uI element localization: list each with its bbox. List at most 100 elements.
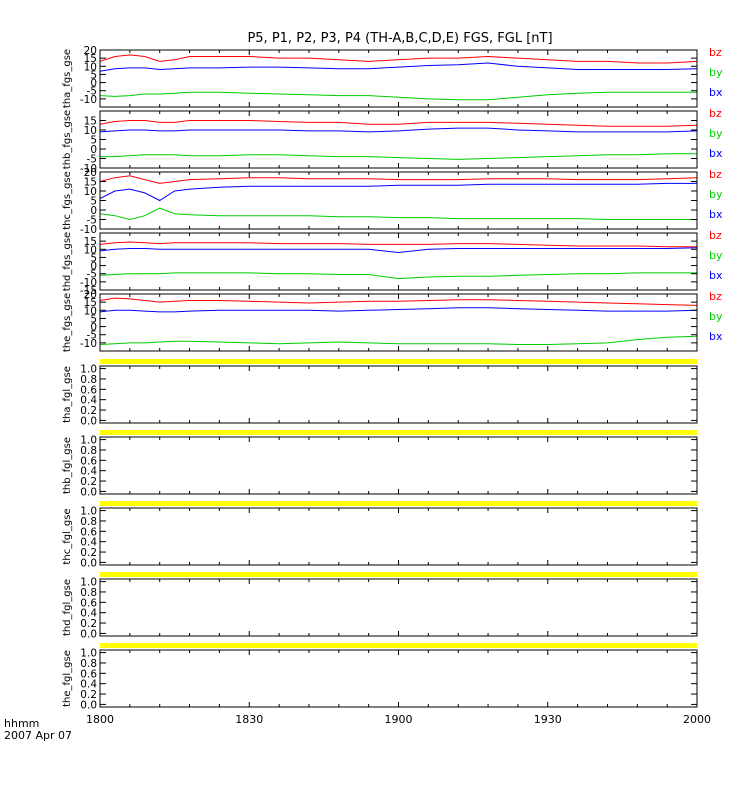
y-tick-label: 0.0 [80, 557, 97, 569]
y-tick-label: 0.4 [80, 395, 97, 407]
legend-bx: bx [709, 147, 723, 160]
y-tick-label: -5 [87, 86, 97, 98]
y-tick-label: 0.0 [80, 415, 97, 427]
y-tick-label: 15 [84, 236, 97, 248]
y-tick-label: 5 [90, 135, 97, 147]
x-tick-label: 1800 [86, 713, 114, 726]
series-by [99, 207, 697, 221]
series-bx [99, 247, 698, 254]
series-bx [99, 182, 697, 202]
y-tick-label: 0.4 [80, 466, 97, 478]
y-tick-label: 0 [90, 78, 97, 90]
y-tick-label: 1.0 [80, 577, 97, 589]
legend-by: by [709, 310, 723, 323]
panel-frame [99, 232, 698, 291]
series-bx [99, 307, 698, 313]
x-axis: 1800 1830 1900 1930 2000 [86, 713, 711, 726]
y-axis-label: thc_fgl_gse [62, 508, 73, 564]
y-tick-label: 5 [90, 196, 97, 208]
series-bz [99, 54, 698, 64]
y-tick-label: 5 [90, 69, 97, 81]
series-bx [99, 62, 698, 72]
legend-bz: bz [709, 46, 722, 59]
y-tick-label: -10 [80, 163, 97, 175]
y-tick-label: 1.0 [80, 506, 97, 518]
y-tick-label: 20 [84, 289, 97, 301]
x-axis-label-line2: 2007 Apr 07 [4, 729, 72, 742]
y-tick-label: -10 [80, 338, 97, 350]
panel-frame [99, 436, 698, 495]
panel-frame [99, 365, 698, 424]
y-tick-label: 20 [84, 167, 97, 179]
series-bz [99, 241, 697, 248]
legend-by: by [709, 188, 723, 201]
y-tick-label: 0.8 [80, 445, 97, 457]
y-tick-label: 1.0 [80, 648, 97, 660]
figure-title: P5, P1, P2, P3, P4 (TH-A,B,C,D,E) FGS, F… [247, 31, 552, 46]
y-tick-label: 0.4 [80, 608, 97, 620]
series-bz [99, 175, 698, 184]
y-tick-label: 0.0 [80, 628, 97, 640]
legend-by: by [709, 127, 723, 140]
y-tick-label: 15 [84, 297, 97, 309]
y-tick-label: 0.8 [80, 587, 97, 599]
panel-frame [99, 578, 698, 637]
y-tick-label: -5 [87, 154, 97, 166]
y-axis-label: tha_fgs_gse [62, 49, 73, 108]
x-axis-label-line1: hhmm [4, 717, 39, 730]
y-tick-label: 0.6 [80, 455, 97, 467]
y-tick-label: 10 [84, 244, 97, 256]
y-tick-label: 0.6 [80, 384, 97, 396]
series-bz [99, 120, 698, 127]
series-by [99, 272, 697, 280]
y-tick-label: 0.2 [80, 476, 97, 488]
panel-frame [99, 507, 698, 566]
legend-bx: bx [709, 86, 723, 99]
y-tick-label: 10 [84, 61, 97, 73]
legend-bx: bx [709, 269, 723, 282]
fgl-band [100, 501, 697, 506]
fgl-band [100, 572, 697, 577]
y-axis-label: thc_fgs_gse [62, 171, 73, 230]
y-tick-label: 0.4 [80, 537, 97, 549]
y-tick-label: 0 [90, 144, 97, 156]
y-axis-label: tha_fgl_gse [62, 366, 73, 423]
panel-frame [99, 649, 698, 708]
series-bx [99, 127, 698, 133]
legend-by: by [709, 66, 723, 79]
series-bz [99, 297, 698, 306]
y-tick-label: -5 [87, 269, 97, 281]
y-tick-label: 0.0 [80, 699, 97, 711]
fgl-band [100, 643, 697, 648]
y-tick-label: -10 [80, 277, 97, 289]
y-axis-label: thb_fgl_gse [62, 437, 73, 494]
panel-frame [99, 171, 698, 230]
series-by [99, 335, 698, 345]
panel-frame [99, 110, 698, 169]
y-tick-label: 0.6 [80, 668, 97, 680]
y-tick-label: 15 [84, 116, 97, 128]
y-axis-label: the_fgs_gse [62, 293, 73, 352]
y-tick-label: -15 [80, 285, 97, 297]
y-axis-label: thb_fgs_gse [62, 110, 73, 169]
y-axis-label: thd_fgs_gse [62, 232, 73, 291]
y-tick-label: 0.8 [80, 516, 97, 528]
x-tick-label: 1930 [534, 713, 562, 726]
y-tick-label: 20 [84, 45, 97, 57]
y-tick-label: 0.2 [80, 618, 97, 630]
y-tick-label: 10 [84, 186, 97, 198]
y-tick-label: 0.0 [80, 486, 97, 498]
panel-thd_fgl_gse: 1.00.80.60.40.20.0 thd_fgl_gse [62, 572, 698, 640]
panel-thb_fgl_gse: 1.00.80.60.40.20.0 thb_fgl_gse [62, 430, 698, 498]
panel-frame [99, 49, 698, 108]
y-tick-label: 0.6 [80, 597, 97, 609]
x-tick-label: 2000 [683, 713, 711, 726]
y-tick-label: 0.8 [80, 658, 97, 670]
panel-tha_fgl_gse: 1.00.80.60.40.20.0 tha_fgl_gse [62, 359, 698, 427]
